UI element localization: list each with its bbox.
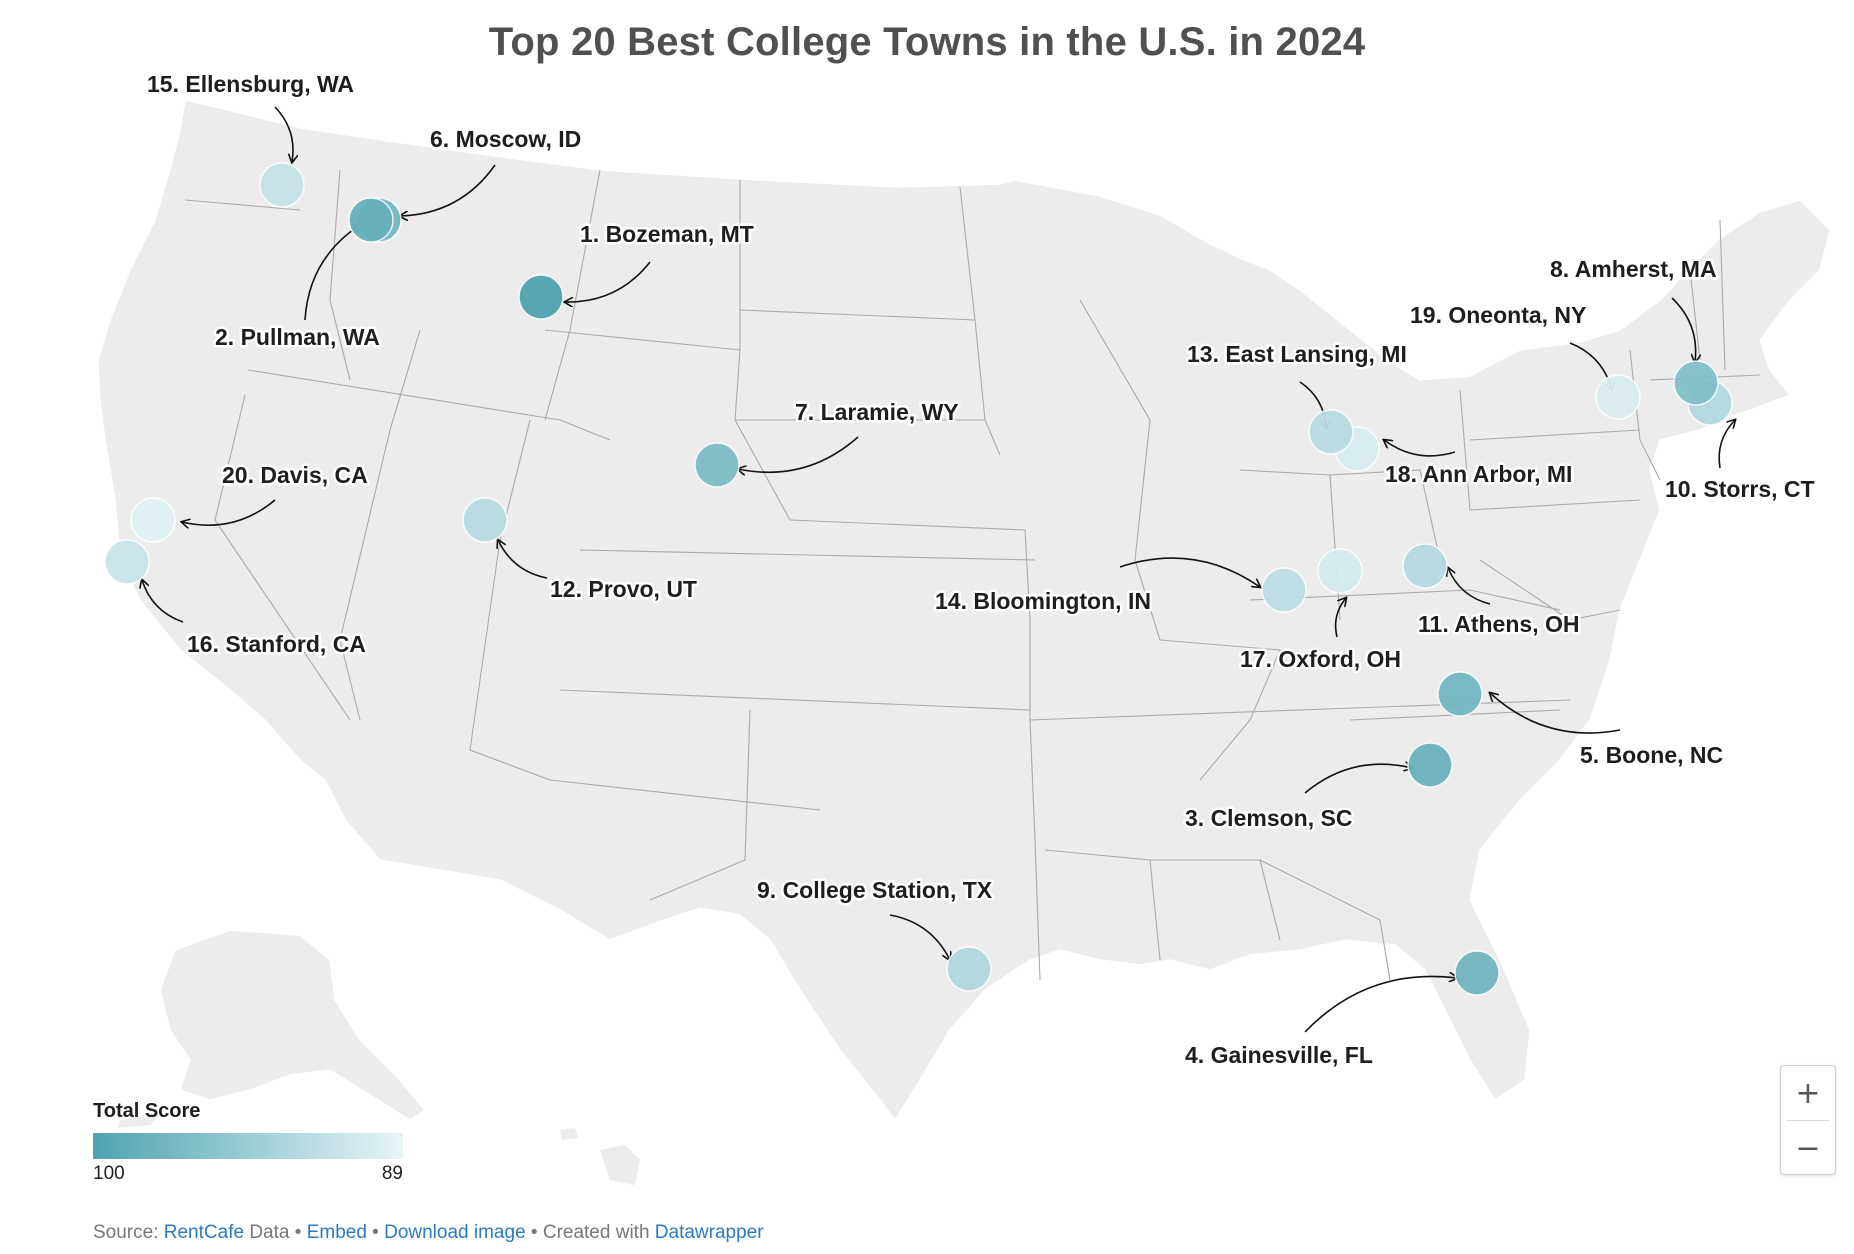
footer-separator: • — [289, 1222, 307, 1243]
town-label-16: 16. Stanford, CA — [187, 631, 366, 657]
town-label-18: 18. Ann Arbor, MI — [1385, 461, 1572, 487]
footer-source-suffix: Data — [244, 1222, 290, 1243]
aleutian-shape — [118, 1115, 160, 1128]
town-label-19: 19. Oneonta, NY — [1410, 302, 1586, 328]
chart-title: Top 20 Best College Towns in the U.S. in… — [488, 20, 1366, 64]
zoom-divider — [1787, 1120, 1829, 1121]
town-bubble-16[interactable] — [104, 539, 150, 585]
town-bubble-4[interactable] — [1454, 950, 1500, 996]
leader-arrow-14 — [1119, 557, 1260, 587]
legend: Total Score 100 89 — [93, 1100, 413, 1185]
source-link[interactable]: RentCafe — [163, 1222, 245, 1243]
town-bubble-12[interactable] — [462, 497, 508, 543]
land-layer — [97, 99, 1831, 1185]
zoom-in-button[interactable]: + — [1781, 1066, 1835, 1120]
legend-min-label: 100 — [93, 1163, 125, 1184]
town-bubble-2[interactable] — [348, 197, 394, 243]
footer: Source: RentCafe Data • Embed • Download… — [93, 1222, 764, 1244]
leader-arrow-18 — [1384, 440, 1456, 457]
town-label-9: 9. College Station, TX — [757, 877, 993, 903]
legend-title: Total Score — [93, 1100, 201, 1122]
footer-separator: • — [366, 1222, 385, 1243]
zoom-control: + − — [1780, 1065, 1836, 1175]
leader-arrow-9 — [889, 914, 950, 960]
footer-created-with: • Created with — [525, 1222, 655, 1243]
alaska-shape — [159, 929, 427, 1121]
leader-arrow-6 — [400, 164, 496, 216]
town-label-15: 15. Ellensburg, WA — [147, 71, 354, 97]
town-label-12: 12. Provo, UT — [550, 576, 697, 602]
town-bubble-1[interactable] — [518, 274, 564, 320]
legend-color-scale — [93, 1133, 403, 1159]
leader-arrow-16 — [142, 580, 184, 623]
town-bubble-9[interactable] — [946, 946, 992, 992]
town-label-17: 17. Oxford, OH — [1240, 646, 1401, 672]
town-labels: 1. Bozeman, MT 2. Pullman, WA 3. Clemson, … — [145, 69, 1818, 1071]
town-label-20: 20. Davis, CA — [222, 462, 368, 488]
town-bubble-17[interactable] — [1317, 548, 1363, 594]
zoom-out-button[interactable]: − — [1781, 1121, 1835, 1175]
town-label-2: 2. Pullman, WA — [215, 324, 380, 350]
download-image-link[interactable]: Download image — [384, 1222, 526, 1243]
leader-arrow-2 — [304, 225, 360, 321]
town-bubble-20[interactable] — [130, 497, 176, 543]
town-bubble-13[interactable] — [1308, 409, 1354, 455]
town-bubble-11[interactable] — [1402, 543, 1448, 589]
embed-link[interactable]: Embed — [306, 1222, 367, 1243]
town-label-8: 8. Amherst, MA — [1550, 256, 1717, 282]
town-bubbles[interactable] — [104, 162, 1733, 996]
leader-arrows — [142, 106, 1735, 1033]
contiguous-us-shape — [97, 99, 1831, 1122]
town-label-14: 14. Bloomington, IN — [935, 588, 1151, 614]
leader-arrow-8 — [1671, 297, 1696, 362]
town-bubble-15[interactable] — [259, 162, 305, 208]
town-label-5: 5. Boone, NC — [1580, 742, 1723, 768]
leader-arrow-15 — [274, 106, 293, 162]
hawaii-shape — [600, 1145, 640, 1185]
town-label-13: 13. East Lansing, MI — [1187, 341, 1407, 367]
town-label-4: 4. Gainesville, FL — [1185, 1042, 1373, 1068]
leader-arrow-3 — [1304, 764, 1412, 794]
town-bubble-3[interactable] — [1407, 742, 1453, 788]
leader-arrow-12 — [498, 540, 548, 579]
leader-arrow-7 — [738, 436, 859, 472]
town-bubble-7[interactable] — [694, 442, 740, 488]
leader-arrow-20 — [182, 499, 276, 525]
town-label-1: 1. Bozeman, MT — [580, 221, 754, 247]
town-bubble-8[interactable] — [1673, 360, 1719, 406]
hawaii-small-shape — [560, 1128, 578, 1140]
town-label-7: 7. Laramie, WY — [795, 399, 959, 425]
town-bubble-14[interactable] — [1261, 567, 1307, 613]
town-label-3: 3. Clemson, SC — [1185, 805, 1352, 831]
legend-ticks: 100 89 — [93, 1163, 403, 1185]
town-bubble-19[interactable] — [1595, 374, 1641, 420]
leader-arrow-4 — [1304, 976, 1457, 1033]
leader-arrow-11 — [1448, 568, 1491, 605]
leader-arrow-5 — [1490, 693, 1621, 734]
footer-prefix: Source: — [93, 1222, 164, 1243]
town-label-11: 11. Athens, OH — [1418, 611, 1579, 637]
datawrapper-link[interactable]: Datawrapper — [654, 1222, 764, 1243]
town-bubble-5[interactable] — [1437, 671, 1483, 717]
town-label-10: 10. Storrs, CT — [1665, 476, 1815, 502]
leader-arrow-1 — [565, 261, 651, 302]
legend-max-label: 89 — [381, 1163, 403, 1184]
town-label-6: 6. Moscow, ID — [430, 126, 581, 152]
leader-arrow-17 — [1334, 598, 1346, 638]
leader-arrow-10 — [1718, 420, 1735, 469]
